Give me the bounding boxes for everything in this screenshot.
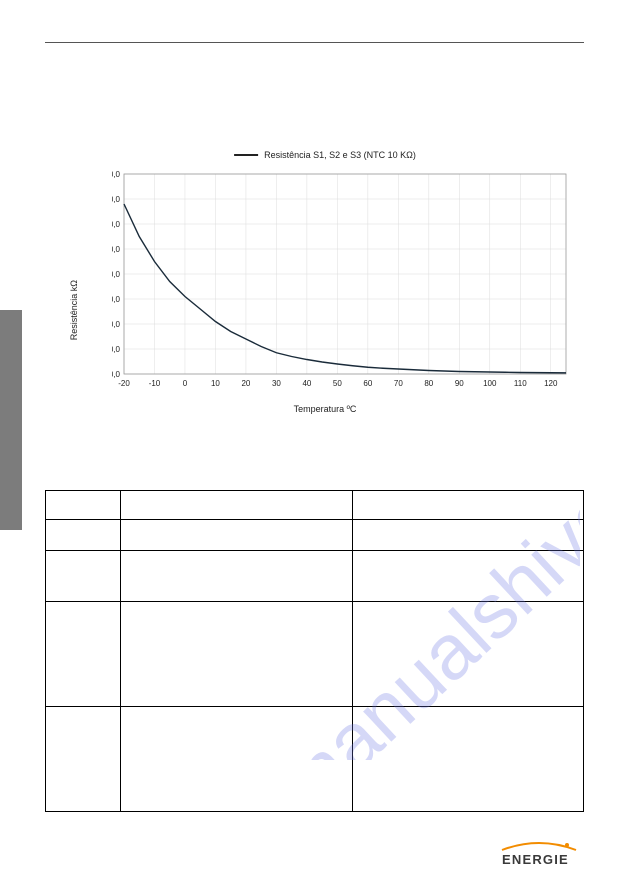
table-cell [46, 602, 121, 707]
table-cell [121, 551, 352, 602]
svg-text:10: 10 [211, 379, 220, 388]
table-cell [121, 520, 352, 551]
svg-text:40: 40 [302, 379, 311, 388]
table-cell [46, 520, 121, 551]
table-row [46, 707, 584, 812]
tab-sidebar [0, 310, 22, 530]
legend-line-icon [234, 154, 258, 156]
svg-text:60,0: 60,0 [112, 220, 121, 229]
table-cell [352, 551, 583, 602]
chart-y-label: Resistência kΩ [69, 280, 79, 340]
table-cell [121, 707, 352, 812]
svg-text:20: 20 [241, 379, 250, 388]
table-cell [352, 602, 583, 707]
logo-text: ENERGIE [502, 852, 569, 867]
chart-x-label: Temperatura ºC [294, 404, 357, 414]
legend-text: Resistência S1, S2 e S3 (NTC 10 KΩ) [264, 150, 416, 160]
energie-logo: ENERGIE [494, 840, 584, 873]
svg-text:100: 100 [483, 379, 497, 388]
table-cell [121, 491, 352, 520]
table-cell [46, 707, 121, 812]
svg-text:50,0: 50,0 [112, 245, 121, 254]
svg-text:0: 0 [183, 379, 188, 388]
svg-text:90: 90 [455, 379, 464, 388]
svg-text:80: 80 [424, 379, 433, 388]
svg-text:50: 50 [333, 379, 342, 388]
svg-text:20,0: 20,0 [112, 320, 121, 329]
table-cell [46, 551, 121, 602]
svg-text:30: 30 [272, 379, 281, 388]
table-cell [121, 602, 352, 707]
svg-text:0,0: 0,0 [112, 370, 121, 379]
svg-text:40,0: 40,0 [112, 270, 121, 279]
chart-legend: Resistência S1, S2 e S3 (NTC 10 KΩ) [234, 150, 416, 160]
table-row [46, 551, 584, 602]
svg-text:-10: -10 [149, 379, 161, 388]
logo-dot-icon [565, 843, 569, 847]
table-cell [352, 707, 583, 812]
data-table [45, 490, 584, 812]
svg-text:60: 60 [363, 379, 372, 388]
svg-text:30,0: 30,0 [112, 295, 121, 304]
svg-text:70,0: 70,0 [112, 195, 121, 204]
table-cell [46, 491, 121, 520]
table-row [46, 491, 584, 520]
resistance-chart: Resistência S1, S2 e S3 (NTC 10 KΩ) Resi… [80, 150, 570, 410]
chart-plot-area: 0,0 10,0 20,0 30,0 40,0 50,0 60,0 70,0 80,0 -20 -1… [112, 170, 570, 390]
logo-svg: ENERGIE [494, 840, 584, 868]
table [45, 490, 584, 812]
svg-text:110: 110 [514, 379, 527, 388]
table-row [46, 520, 584, 551]
chart-svg: 0,0 10,0 20,0 30,0 40,0 50,0 60,0 70,0 80,0 -20 -1… [112, 170, 570, 390]
svg-text:80,0: 80,0 [112, 170, 121, 179]
logo-arc-icon [502, 843, 576, 850]
top-divider [45, 42, 584, 43]
table-row [46, 602, 584, 707]
table-cell [352, 491, 583, 520]
svg-text:70: 70 [394, 379, 403, 388]
svg-text:10,0: 10,0 [112, 345, 121, 354]
svg-text:120: 120 [544, 379, 558, 388]
svg-text:-20: -20 [118, 379, 130, 388]
table-cell [352, 520, 583, 551]
